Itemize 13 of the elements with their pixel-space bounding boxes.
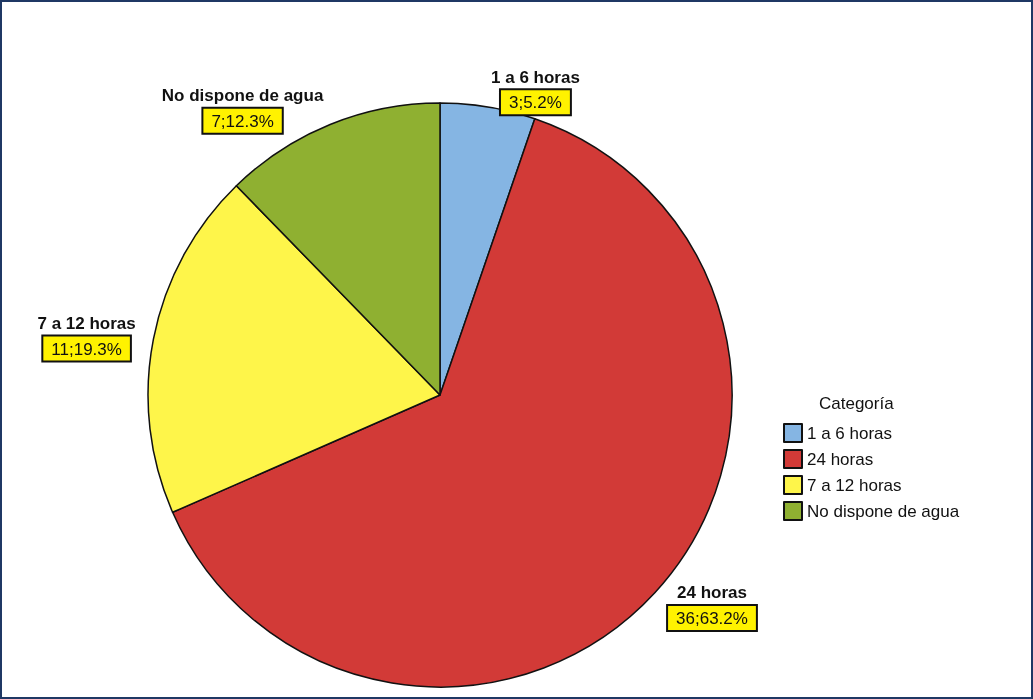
legend-label: 1 a 6 horas: [807, 423, 893, 443]
data-label: 36;63.2%: [676, 608, 748, 628]
data-label: 7;12.3%: [211, 111, 274, 131]
legend-title: Categoría: [819, 394, 895, 413]
slice-label: No dispone de agua: [161, 86, 324, 106]
slice-label: 24 horas: [677, 583, 747, 603]
legend-label: 7 a 12 horas: [807, 475, 902, 495]
slice-label: 1 a 6 horas: [491, 67, 580, 87]
slice-label: 7 a 12 horas: [37, 314, 136, 334]
legend-label: No dispone de agua: [807, 501, 960, 521]
data-label: 11;19.3%: [51, 339, 122, 359]
legend-label: 24 horas: [807, 449, 874, 469]
data-label: 3;5.2%: [508, 93, 562, 113]
